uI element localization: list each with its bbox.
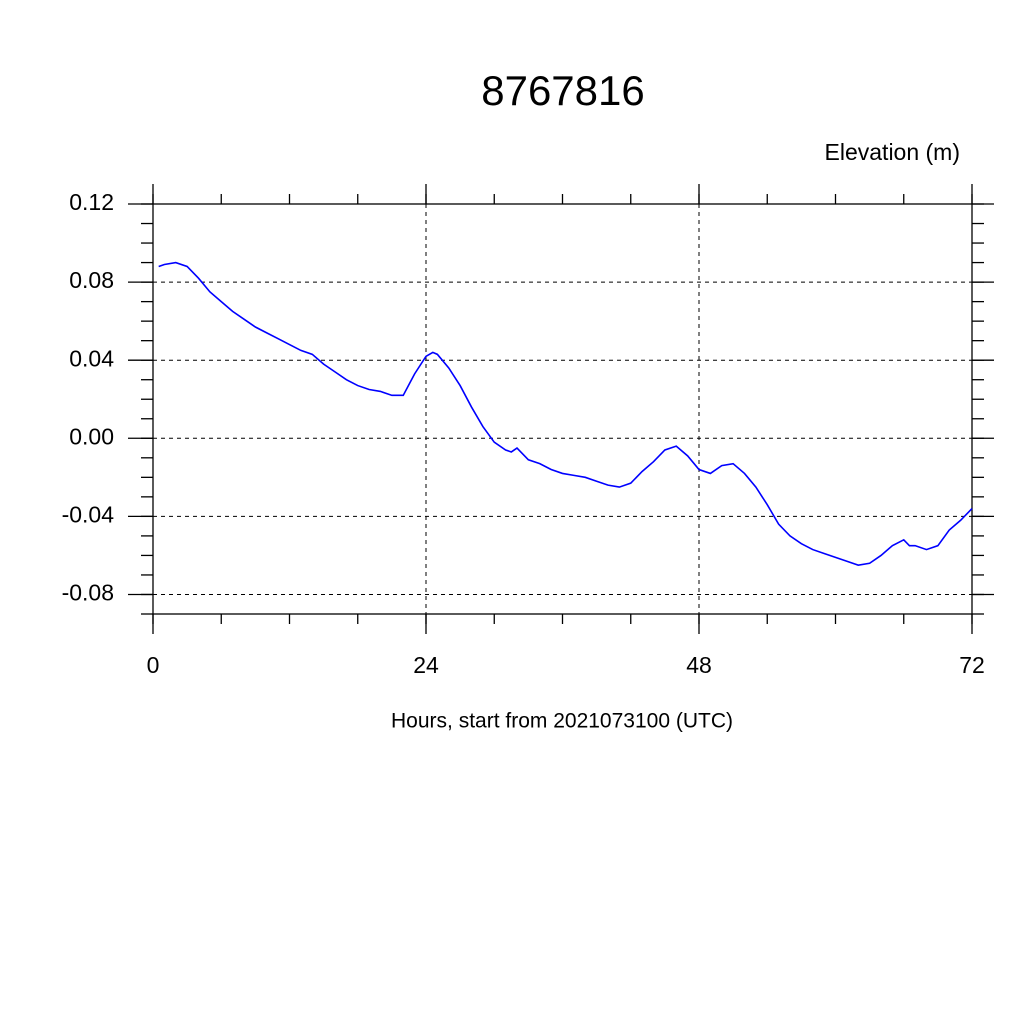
plot-frame <box>152 203 973 615</box>
x-axis-label: Hours, start from 2021073100 (UTC) <box>391 710 733 733</box>
data-line <box>158 261 973 567</box>
x-tick-label: 72 <box>959 652 985 678</box>
x-tick-label: 0 <box>147 652 160 678</box>
x-tick-label: 24 <box>413 652 439 678</box>
y-tick-label: 0.04 <box>69 345 114 371</box>
y-tick-label: 0.12 <box>69 189 114 215</box>
y-tick-label: -0.04 <box>62 501 115 527</box>
y-tick-label: -0.08 <box>62 580 114 606</box>
chart-title: 8767816 <box>481 67 645 114</box>
y-tick-label: 0.08 <box>69 267 114 293</box>
x-tick-label: 48 <box>686 652 712 678</box>
y-tick-label: 0.00 <box>69 423 114 449</box>
y-axis-label: Elevation (m) <box>825 139 960 165</box>
